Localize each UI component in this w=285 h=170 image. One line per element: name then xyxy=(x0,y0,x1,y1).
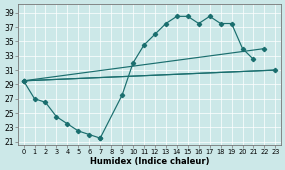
X-axis label: Humidex (Indice chaleur): Humidex (Indice chaleur) xyxy=(90,157,209,166)
